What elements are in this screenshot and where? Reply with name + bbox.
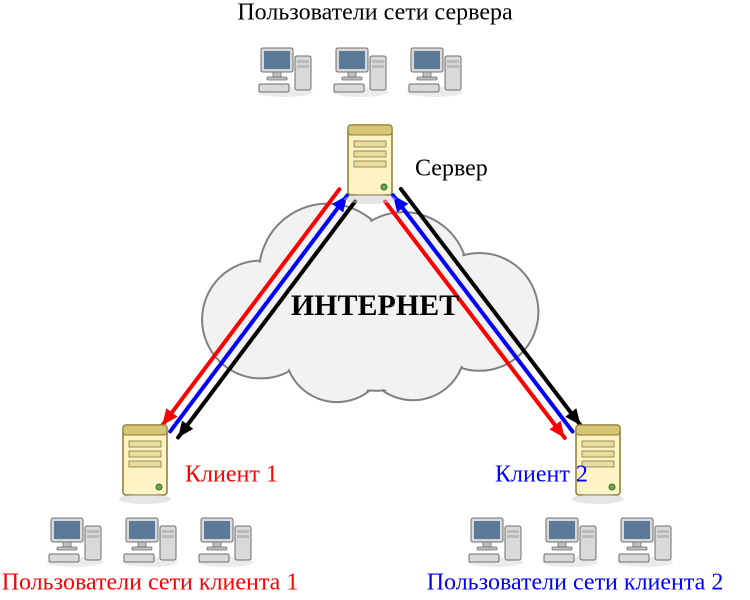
pc_c2_1 [467, 518, 523, 567]
pc_c2_2 [542, 518, 598, 567]
label-client1: Клиент 1 [185, 462, 278, 488]
client1 [119, 425, 171, 504]
label-client1_users: Пользователи сети клиента 1 [2, 570, 299, 596]
pc_s2 [332, 48, 388, 97]
label-server: Сервер [415, 156, 488, 182]
label-client2_users: Пользователи сети клиента 2 [427, 570, 724, 596]
pc_c1_2 [122, 518, 178, 567]
pc_c1_1 [47, 518, 103, 567]
diagram-canvas: Пользователи сети сервера Сервер ИНТЕРНЕТ К… [0, 0, 750, 600]
pc_c1_3 [197, 518, 253, 567]
label-server_users: Пользователи сети сервера [237, 0, 513, 26]
label-client2: Клиент 2 [495, 462, 588, 488]
label-internet: ИНТЕРНЕТ [291, 289, 459, 322]
server [344, 125, 396, 204]
pc_s1 [257, 48, 313, 97]
pc_s3 [407, 48, 463, 97]
pc_c2_3 [617, 518, 673, 567]
